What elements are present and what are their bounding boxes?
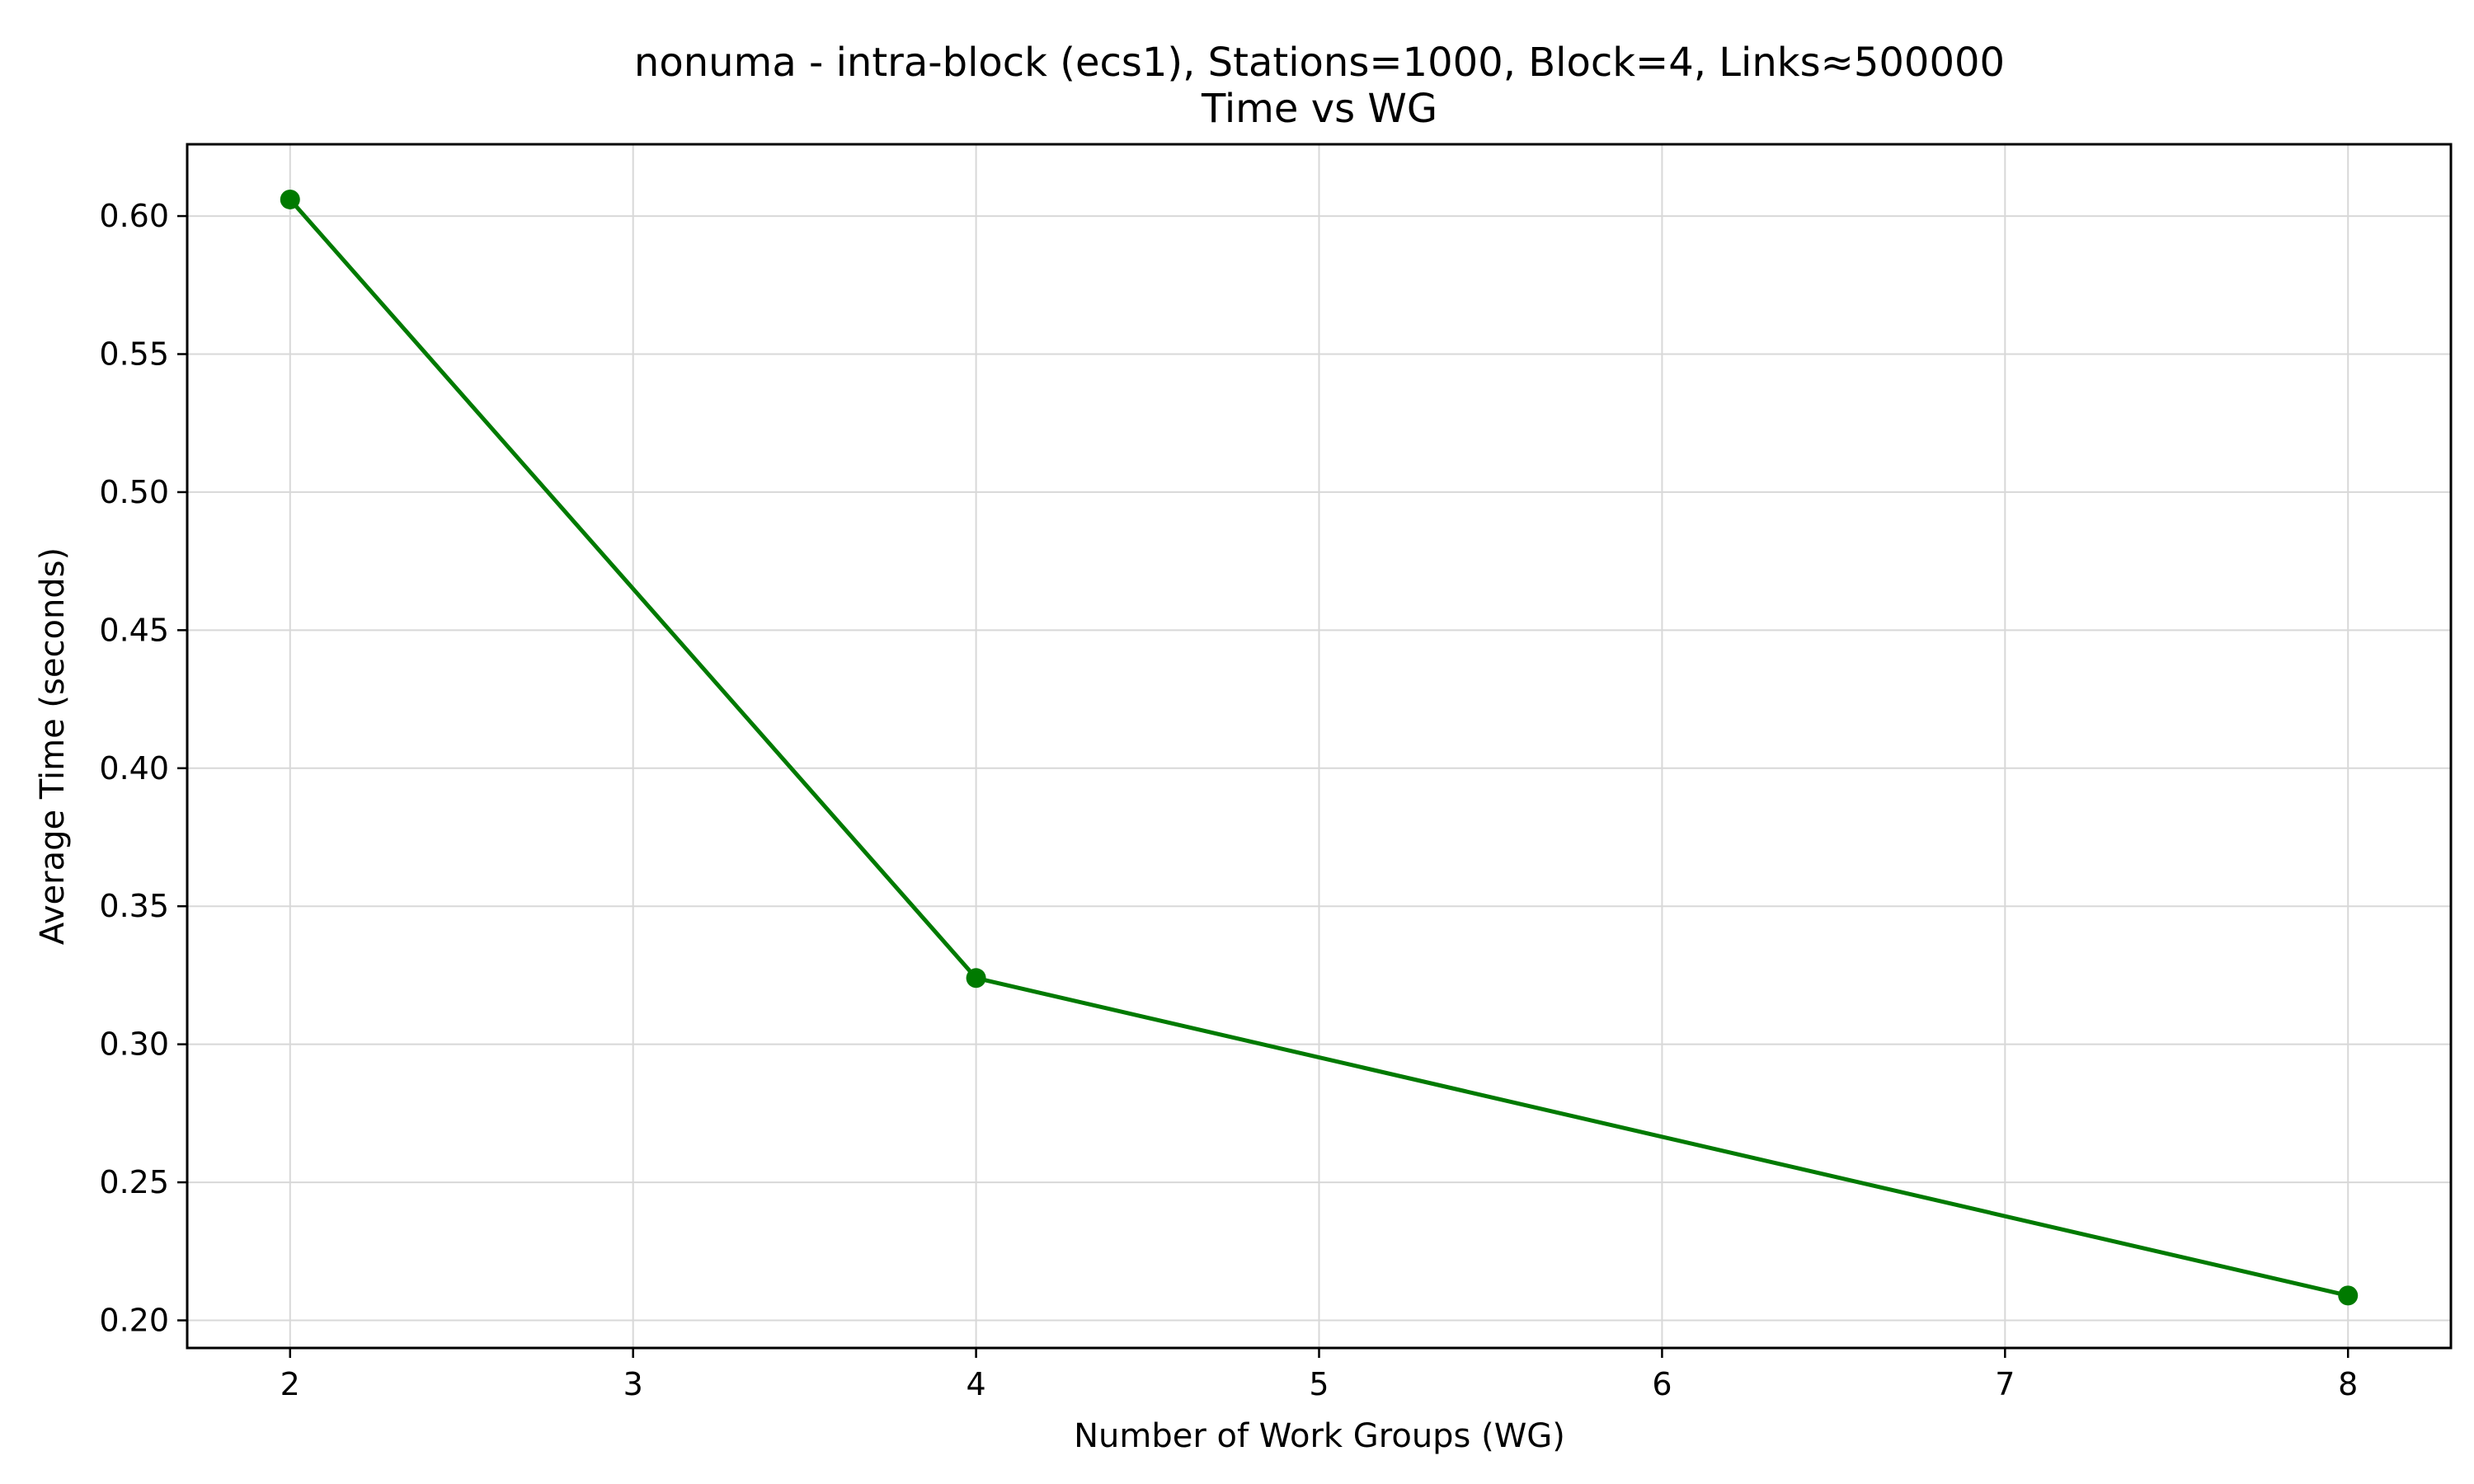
y-tick-label: 0.45 [99,612,169,648]
data-point [966,968,986,989]
y-tick-label: 0.30 [99,1026,169,1063]
x-tick-label: 2 [280,1366,300,1402]
y-tick-label: 0.40 [99,750,169,787]
x-tick-label: 5 [1309,1366,1329,1402]
y-tick-label: 0.25 [99,1164,169,1200]
x-tick-label: 8 [2338,1366,2358,1402]
y-tick-label: 0.55 [99,336,169,372]
chart-title-line-1: nonuma - intra-block (ecs1), Stations=10… [634,40,2005,86]
series-layer [280,189,2359,1306]
grid-lines [187,144,2451,1348]
chart-title-line-2: Time vs WG [1201,86,1437,132]
data-point [280,189,300,209]
y-tick-label: 0.20 [99,1303,169,1339]
x-tick-label: 6 [1652,1366,1672,1402]
plot-area-frame [186,143,2453,1350]
x-tick-label: 4 [966,1366,985,1402]
y-axis-label: Average Time (seconds) [34,547,72,945]
axis-ticks: 2 3 4 5 6 7 8 0.20 0.25 0.30 0.35 0.40 0.45 0.50 0.55 0… [99,198,2358,1402]
y-tick-label: 0.35 [99,888,169,924]
x-tick-label: 7 [1995,1366,2015,1402]
x-tick-label: 3 [623,1366,643,1402]
y-tick-label: 0.60 [99,198,169,234]
x-axis-label: Number of Work Groups (WG) [1074,1417,1565,1455]
data-point [2338,1285,2359,1306]
y-tick-label: 0.50 [99,474,169,510]
